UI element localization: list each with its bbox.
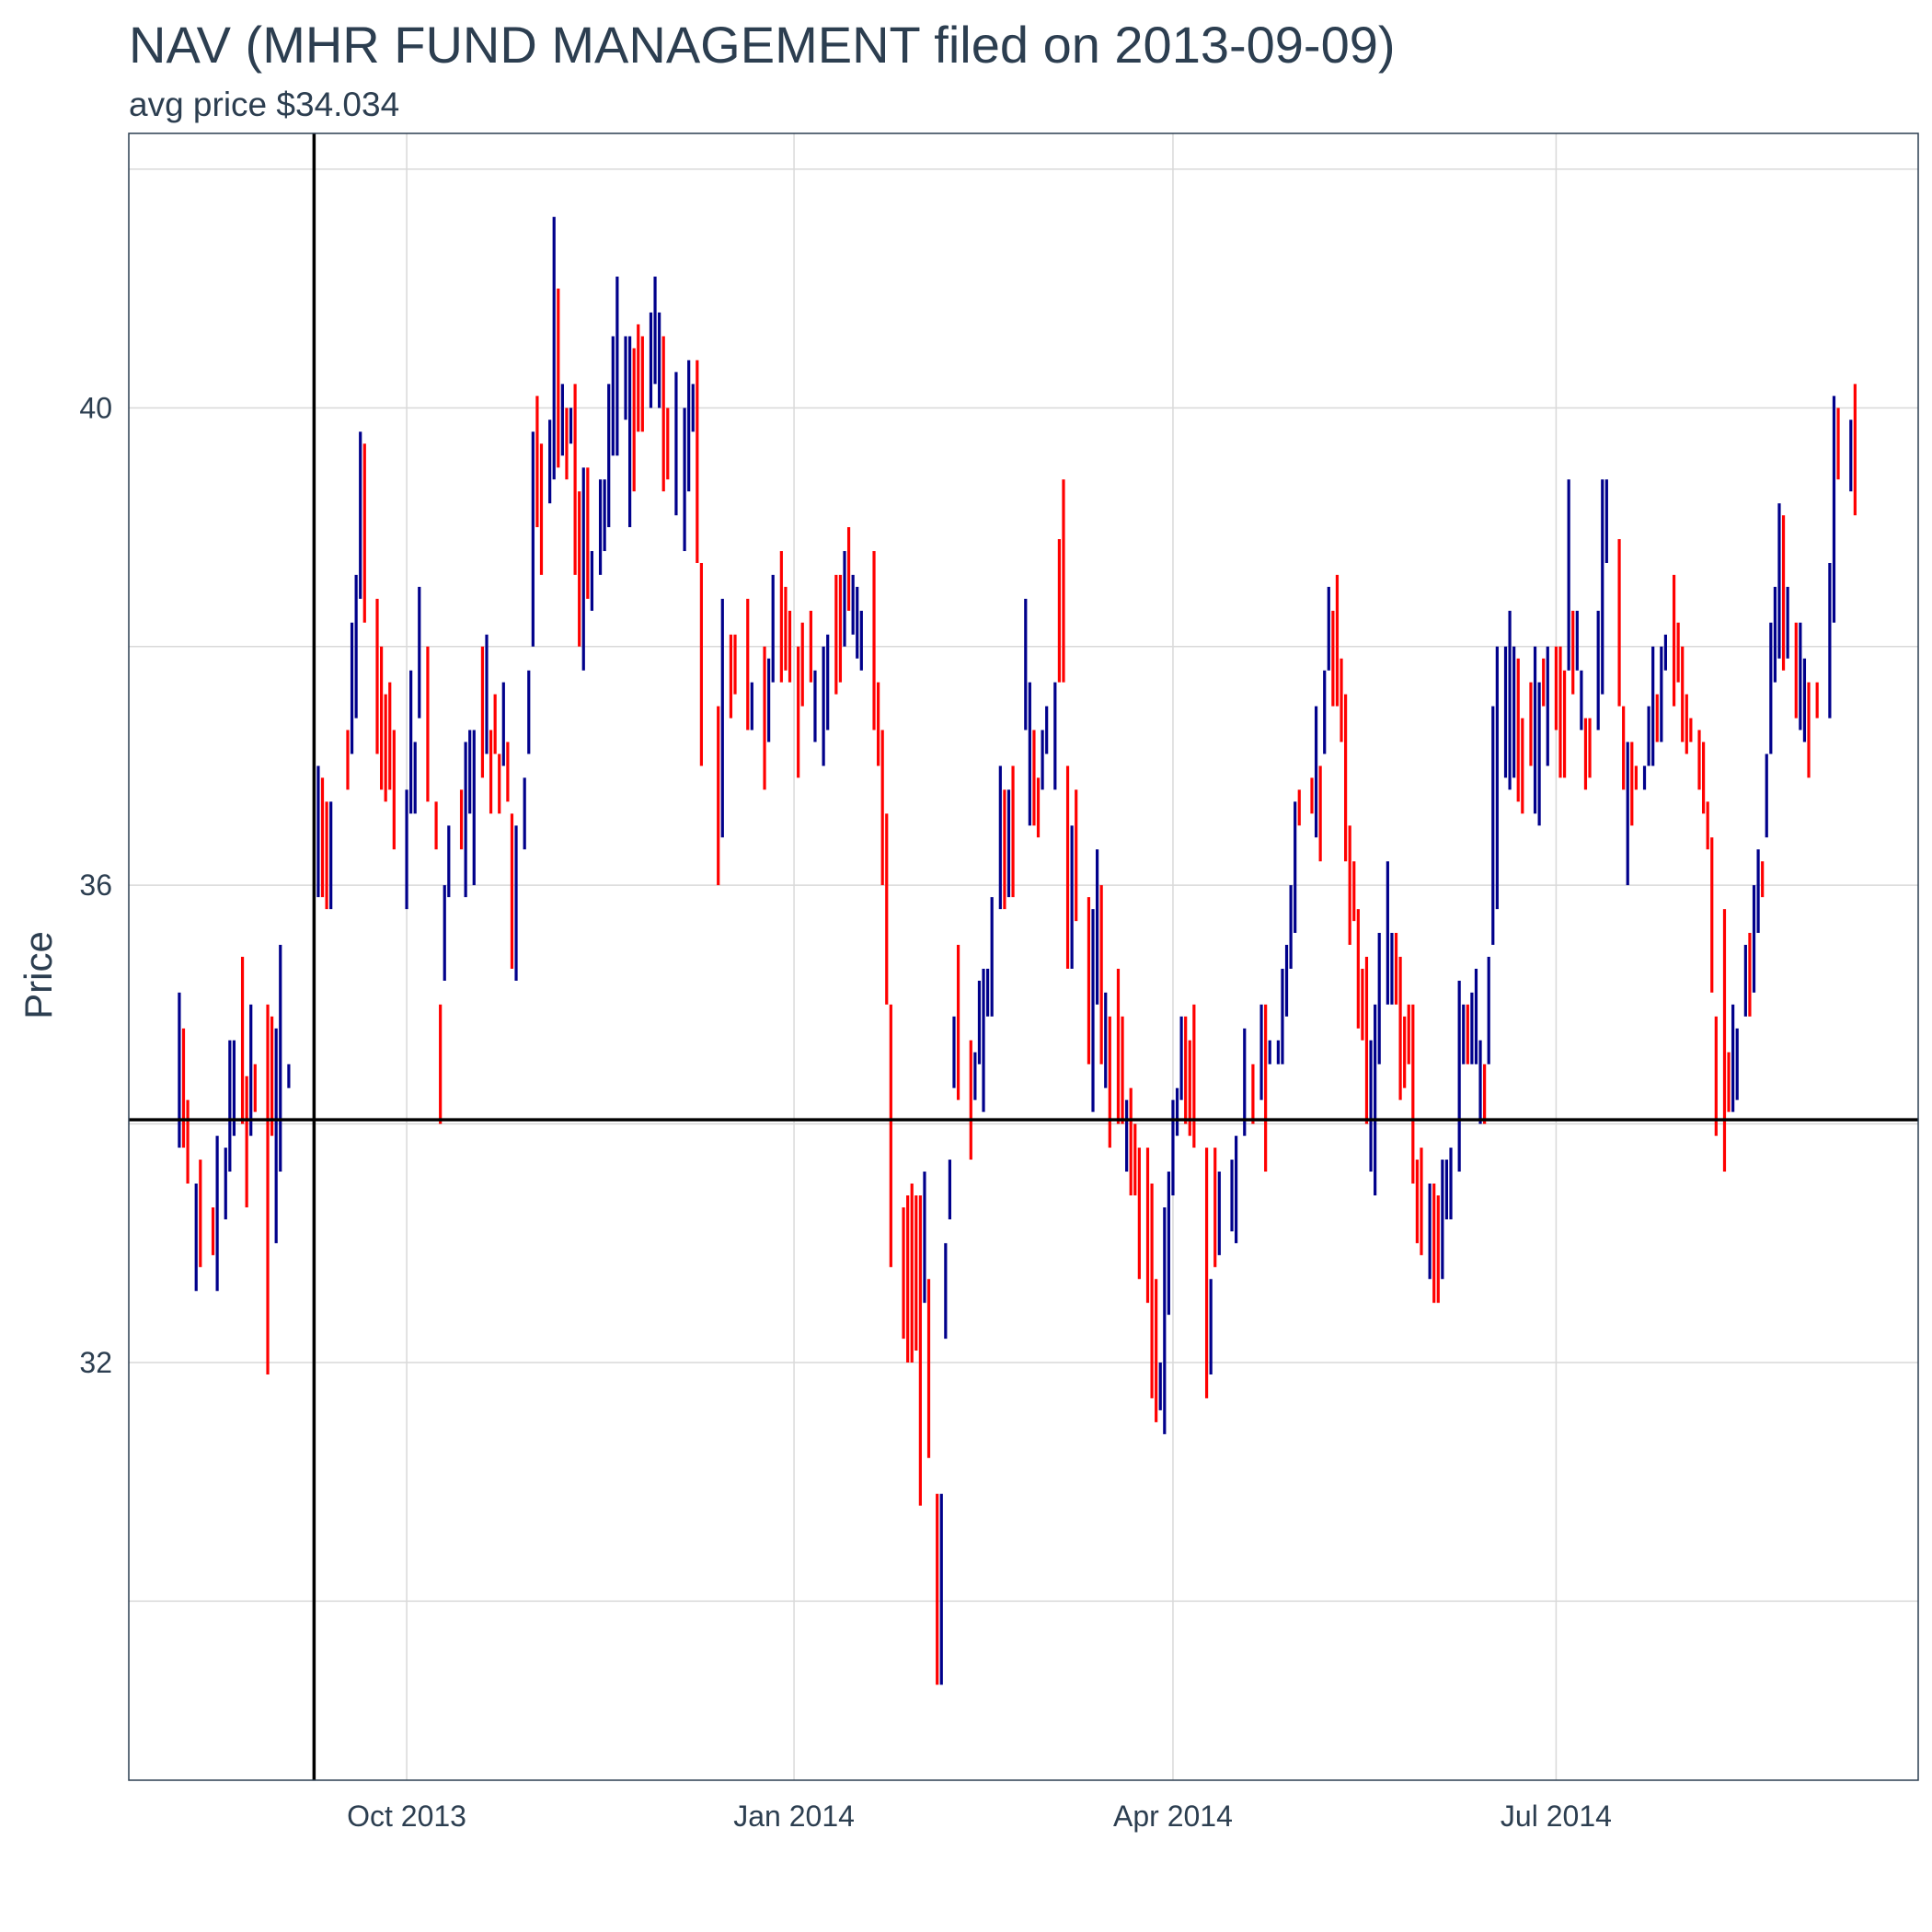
y-axis-ticks: 32 36 40 <box>79 391 112 1379</box>
x-tick-label: Jul 2014 <box>1501 1800 1612 1833</box>
ohlc-bars <box>178 216 1857 1685</box>
y-tick-label: 40 <box>79 391 112 424</box>
reference-lines <box>129 133 1918 1780</box>
grid-lines <box>129 133 1918 1780</box>
x-tick-label: Apr 2014 <box>1113 1800 1233 1833</box>
y-tick-label: 36 <box>79 868 112 902</box>
y-tick-label: 32 <box>79 1346 112 1379</box>
chart-title: NAV (MHR FUND MANAGEMENT filed on 2013-0… <box>129 16 1396 74</box>
x-tick-label: Jan 2014 <box>733 1800 855 1833</box>
x-axis-ticks: Oct 2013 Jan 2014 Apr 2014 Jul 2014 <box>347 1800 1612 1833</box>
y-axis-label: Price <box>17 931 60 1019</box>
chart-subtitle: avg price $34.034 <box>129 86 399 123</box>
plot-frame <box>128 132 1919 1781</box>
x-tick-label: Oct 2013 <box>347 1800 466 1833</box>
